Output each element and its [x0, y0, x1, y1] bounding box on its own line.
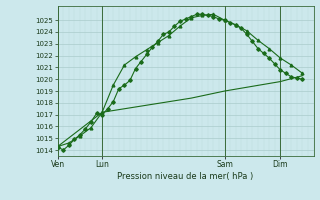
X-axis label: Pression niveau de la mer( hPa ): Pression niveau de la mer( hPa ): [117, 172, 254, 181]
